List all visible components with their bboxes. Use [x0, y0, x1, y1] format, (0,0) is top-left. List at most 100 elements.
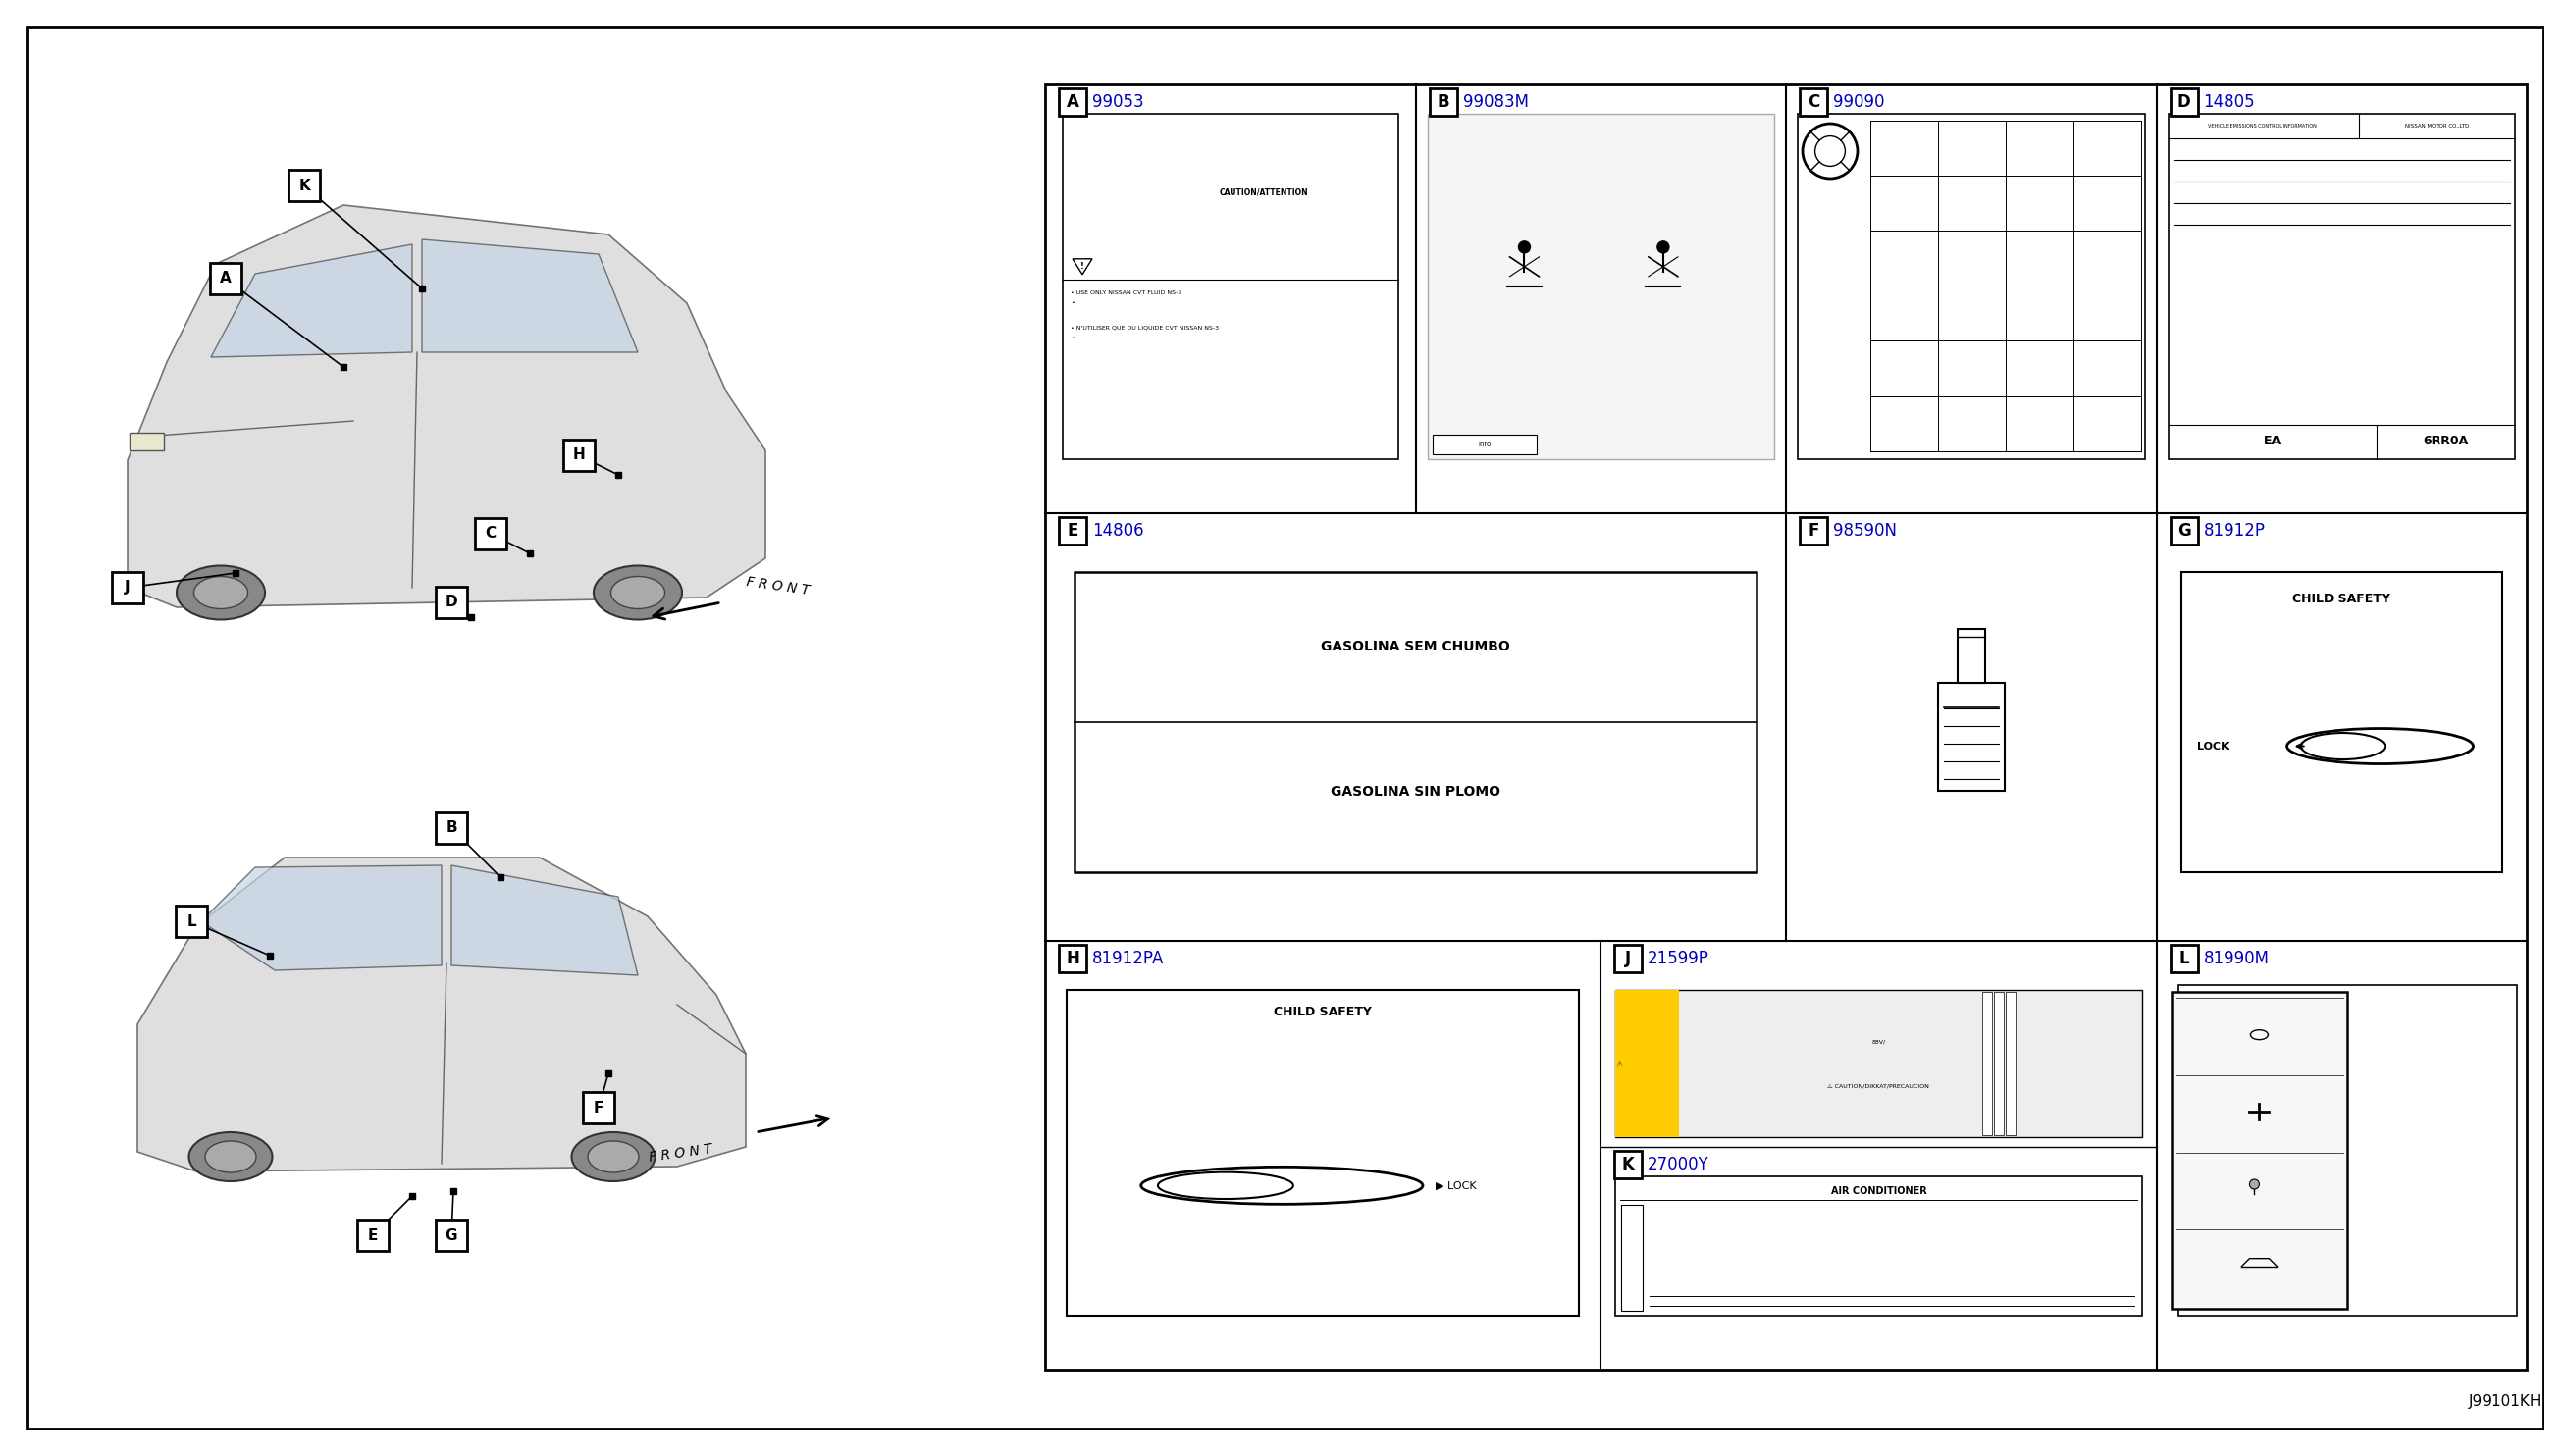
- Bar: [1614, 1150, 1642, 1178]
- Text: ▶ LOCK: ▶ LOCK: [1437, 1181, 1478, 1191]
- Text: VEHICLE EMISSIONS CONTROL INFORMATION: VEHICLE EMISSIONS CONTROL INFORMATION: [2208, 124, 2316, 128]
- Text: H: H: [573, 448, 586, 463]
- Text: 99090: 99090: [1832, 93, 1884, 111]
- Text: CAUTION/ATTENTION: CAUTION/ATTENTION: [1218, 188, 1308, 197]
- Text: 14806: 14806: [1092, 521, 1144, 539]
- Text: L: L: [2179, 951, 2190, 968]
- Bar: [1429, 89, 1457, 116]
- Text: J: J: [1624, 951, 1632, 968]
- Bar: [1426, 114, 1773, 459]
- Bar: [1617, 990, 1678, 1137]
- Ellipse shape: [612, 577, 666, 609]
- Text: 27000Y: 27000Y: [1647, 1156, 1709, 1174]
- Text: ⚠ CAUTION/DIKKAT/PRECAUCION: ⚠ CAUTION/DIKKAT/PRECAUCION: [1827, 1083, 1930, 1088]
- Bar: [1799, 89, 1827, 116]
- Text: •: •: [1072, 300, 1074, 306]
- Text: !: !: [1079, 262, 1085, 271]
- Circle shape: [2249, 1179, 2259, 1190]
- Polygon shape: [421, 239, 637, 352]
- Ellipse shape: [571, 1133, 655, 1181]
- Bar: [475, 518, 506, 549]
- Text: 81990M: 81990M: [2202, 951, 2269, 968]
- Text: A: A: [1067, 93, 1079, 111]
- Text: 99053: 99053: [1092, 93, 1144, 111]
- Bar: [357, 1220, 388, 1251]
- Text: NISSAN MOTOR CO.,LTD: NISSAN MOTOR CO.,LTD: [2406, 124, 2470, 128]
- Text: E: E: [1067, 521, 1079, 539]
- Polygon shape: [136, 858, 745, 1172]
- Text: GASOLINA SEM CHUMBO: GASOLINA SEM CHUMBO: [1321, 641, 1511, 654]
- Bar: [583, 1092, 614, 1124]
- Text: info: info: [1478, 441, 1491, 447]
- Text: K: K: [298, 178, 311, 192]
- Text: D: D: [2177, 93, 2190, 111]
- Text: •: •: [1072, 335, 1074, 341]
- Text: EA: EA: [2264, 435, 2282, 447]
- Ellipse shape: [177, 565, 265, 620]
- Text: F R O N T: F R O N T: [745, 575, 810, 597]
- Bar: [2177, 986, 2516, 1316]
- Bar: [1622, 1204, 1642, 1310]
- Bar: [563, 440, 594, 470]
- Bar: [1994, 992, 2005, 1136]
- Bar: [1059, 945, 1087, 973]
- Bar: [2169, 89, 2197, 116]
- Bar: [1614, 945, 1642, 973]
- Ellipse shape: [589, 1142, 640, 1172]
- Text: 14805: 14805: [2202, 93, 2254, 111]
- Bar: [2172, 992, 2346, 1309]
- Text: G: G: [445, 1227, 457, 1242]
- Bar: [2007, 992, 2015, 1136]
- Text: AIR CONDITIONER: AIR CONDITIONER: [1830, 1187, 1928, 1195]
- Bar: [1067, 990, 1578, 1316]
- Text: CHILD SAFETY: CHILD SAFETY: [1275, 1006, 1372, 1018]
- Bar: [2169, 945, 2197, 973]
- Text: L: L: [188, 914, 195, 929]
- Text: 81912PA: 81912PA: [1092, 951, 1164, 968]
- Text: D: D: [445, 596, 457, 610]
- Bar: [1799, 114, 2143, 459]
- Text: H: H: [1067, 951, 1079, 968]
- Text: 81912P: 81912P: [2202, 521, 2264, 539]
- Text: F R O N T: F R O N T: [648, 1142, 712, 1165]
- Text: 98590N: 98590N: [1832, 521, 1897, 539]
- Text: C: C: [1807, 93, 1820, 111]
- Bar: [1046, 84, 2526, 1370]
- Text: 88V/: 88V/: [1871, 1040, 1886, 1044]
- Bar: [288, 170, 319, 201]
- Bar: [129, 432, 164, 450]
- Bar: [1981, 992, 1992, 1136]
- Text: ⚠: ⚠: [1617, 1060, 1624, 1069]
- Text: A: A: [221, 271, 231, 285]
- Polygon shape: [211, 245, 411, 357]
- Text: E: E: [368, 1227, 378, 1242]
- Bar: [1059, 517, 1087, 545]
- Circle shape: [1519, 242, 1529, 253]
- Text: 6RR0A: 6RR0A: [2424, 435, 2467, 447]
- Text: F: F: [1807, 521, 1820, 539]
- Text: • N'UTILISER QUE DU LIQUIDE CVT NISSAN NS-3: • N'UTILISER QUE DU LIQUIDE CVT NISSAN N…: [1072, 325, 1218, 331]
- Text: G: G: [2177, 521, 2190, 539]
- Bar: [1074, 572, 1755, 872]
- Text: K: K: [1622, 1156, 1635, 1174]
- Text: CHILD SAFETY: CHILD SAFETY: [2292, 593, 2390, 606]
- Bar: [1059, 89, 1087, 116]
- Ellipse shape: [206, 1142, 257, 1172]
- Text: J: J: [126, 581, 131, 596]
- Polygon shape: [129, 205, 766, 607]
- Polygon shape: [452, 865, 637, 976]
- Bar: [1617, 1176, 2141, 1316]
- Bar: [1799, 517, 1827, 545]
- Bar: [113, 572, 144, 603]
- Bar: [2169, 114, 2516, 459]
- Text: 21599P: 21599P: [1647, 951, 1709, 968]
- Text: B: B: [1437, 93, 1449, 111]
- Polygon shape: [200, 865, 442, 970]
- Bar: [1617, 990, 2141, 1137]
- Bar: [437, 587, 468, 619]
- Bar: [2182, 572, 2503, 872]
- Text: C: C: [486, 527, 496, 542]
- Text: 99083M: 99083M: [1462, 93, 1529, 111]
- Text: LOCK: LOCK: [2197, 741, 2228, 751]
- Text: F: F: [594, 1101, 604, 1115]
